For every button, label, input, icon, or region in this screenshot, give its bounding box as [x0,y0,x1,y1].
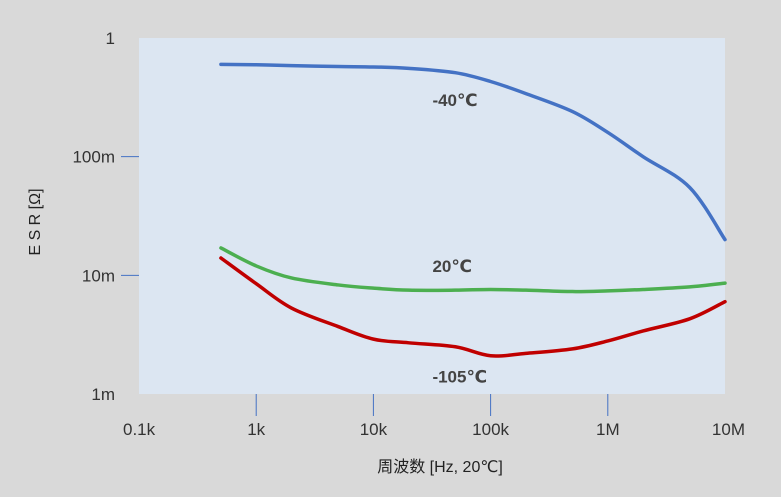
x-axis: 0.1k 1k 10k 100k 1M 10M [123,394,745,439]
series-label: -105℃ [432,368,487,387]
x-tick-label: 10M [712,420,745,439]
series-line [219,246,727,294]
x-axis-title: 周波数 [Hz, 20℃] [377,458,503,476]
series-label: -40℃ [432,91,477,110]
series-layer [219,62,727,358]
y-axis: 1 100m 10m 1m [72,29,139,404]
series-line [219,62,727,242]
y-axis-title: E S R [Ω] [27,188,44,255]
y-tick-label: 10m [82,266,115,285]
x-tick-label: 1M [596,420,620,439]
series-label: 20℃ [432,257,472,276]
y-tick-label: 100m [72,148,115,167]
x-tick-label: 1k [247,420,265,439]
x-tick-label: 0.1k [123,420,156,439]
series-line [219,256,727,358]
x-tick-label: 10k [360,420,388,439]
annotation-layer: -40℃ 20℃ -105℃ [432,91,487,387]
y-tick-label: 1 [106,29,115,48]
x-tick-label: 100k [472,420,509,439]
y-tick-label: 1m [91,385,115,404]
